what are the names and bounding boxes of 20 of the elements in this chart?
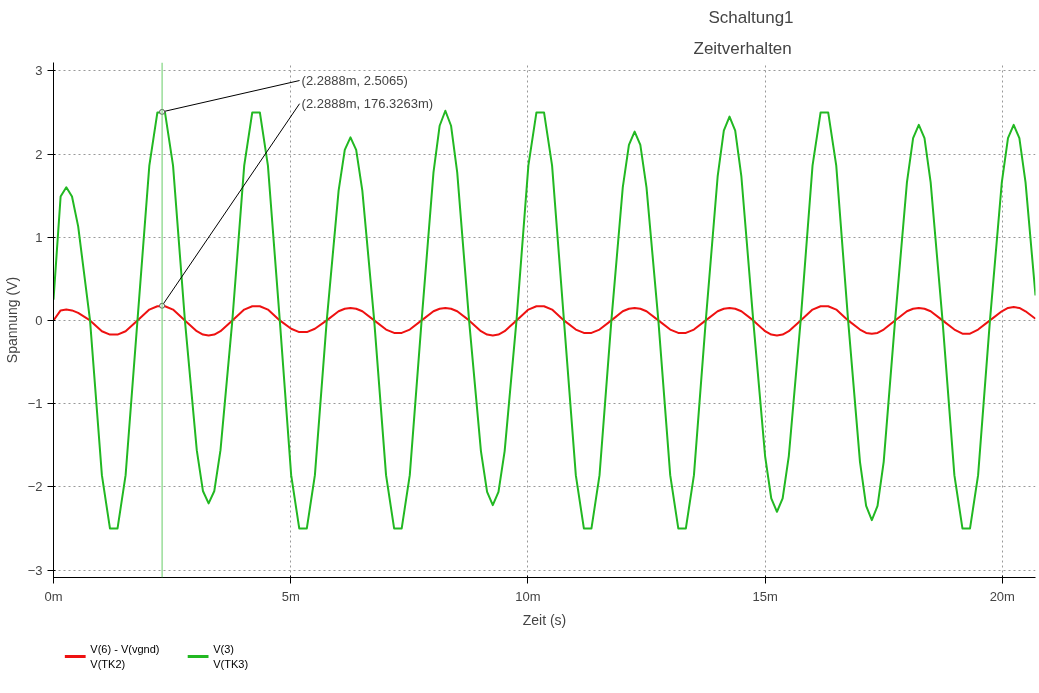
y-tick-label: 2 — [35, 146, 43, 162]
legend-label: V(3) V(TK3) — [213, 642, 249, 671]
chart-subtitle: Zeitverhalten — [693, 38, 792, 58]
chart-title: Schaltung1 — [708, 7, 794, 27]
y-tick-label: −1 — [27, 396, 43, 412]
y-tick-label: 0 — [35, 312, 43, 328]
x-tick-label: 5m — [281, 588, 300, 604]
y-tick-label: 3 — [35, 63, 43, 79]
y-tick-label: −3 — [27, 562, 43, 578]
x-axis-title: Zeit (s) — [522, 611, 567, 628]
y-tick-label: 1 — [35, 229, 43, 245]
x-tick-label: 15m — [752, 588, 778, 604]
x-tick-label: 20m — [989, 588, 1015, 604]
x-tick-label: 0m — [44, 588, 63, 604]
annotation: (2.2888m, 2.5065) — [301, 73, 408, 89]
legend-label: V(6) - V(vgnd) V(TK2) — [90, 642, 160, 671]
y-axis-title: Spannung (V) — [3, 276, 20, 364]
y-tick-label: −2 — [27, 479, 43, 495]
x-tick-label: 10m — [515, 588, 541, 604]
annotation: (2.2888m, 176.3263m) — [301, 96, 434, 112]
